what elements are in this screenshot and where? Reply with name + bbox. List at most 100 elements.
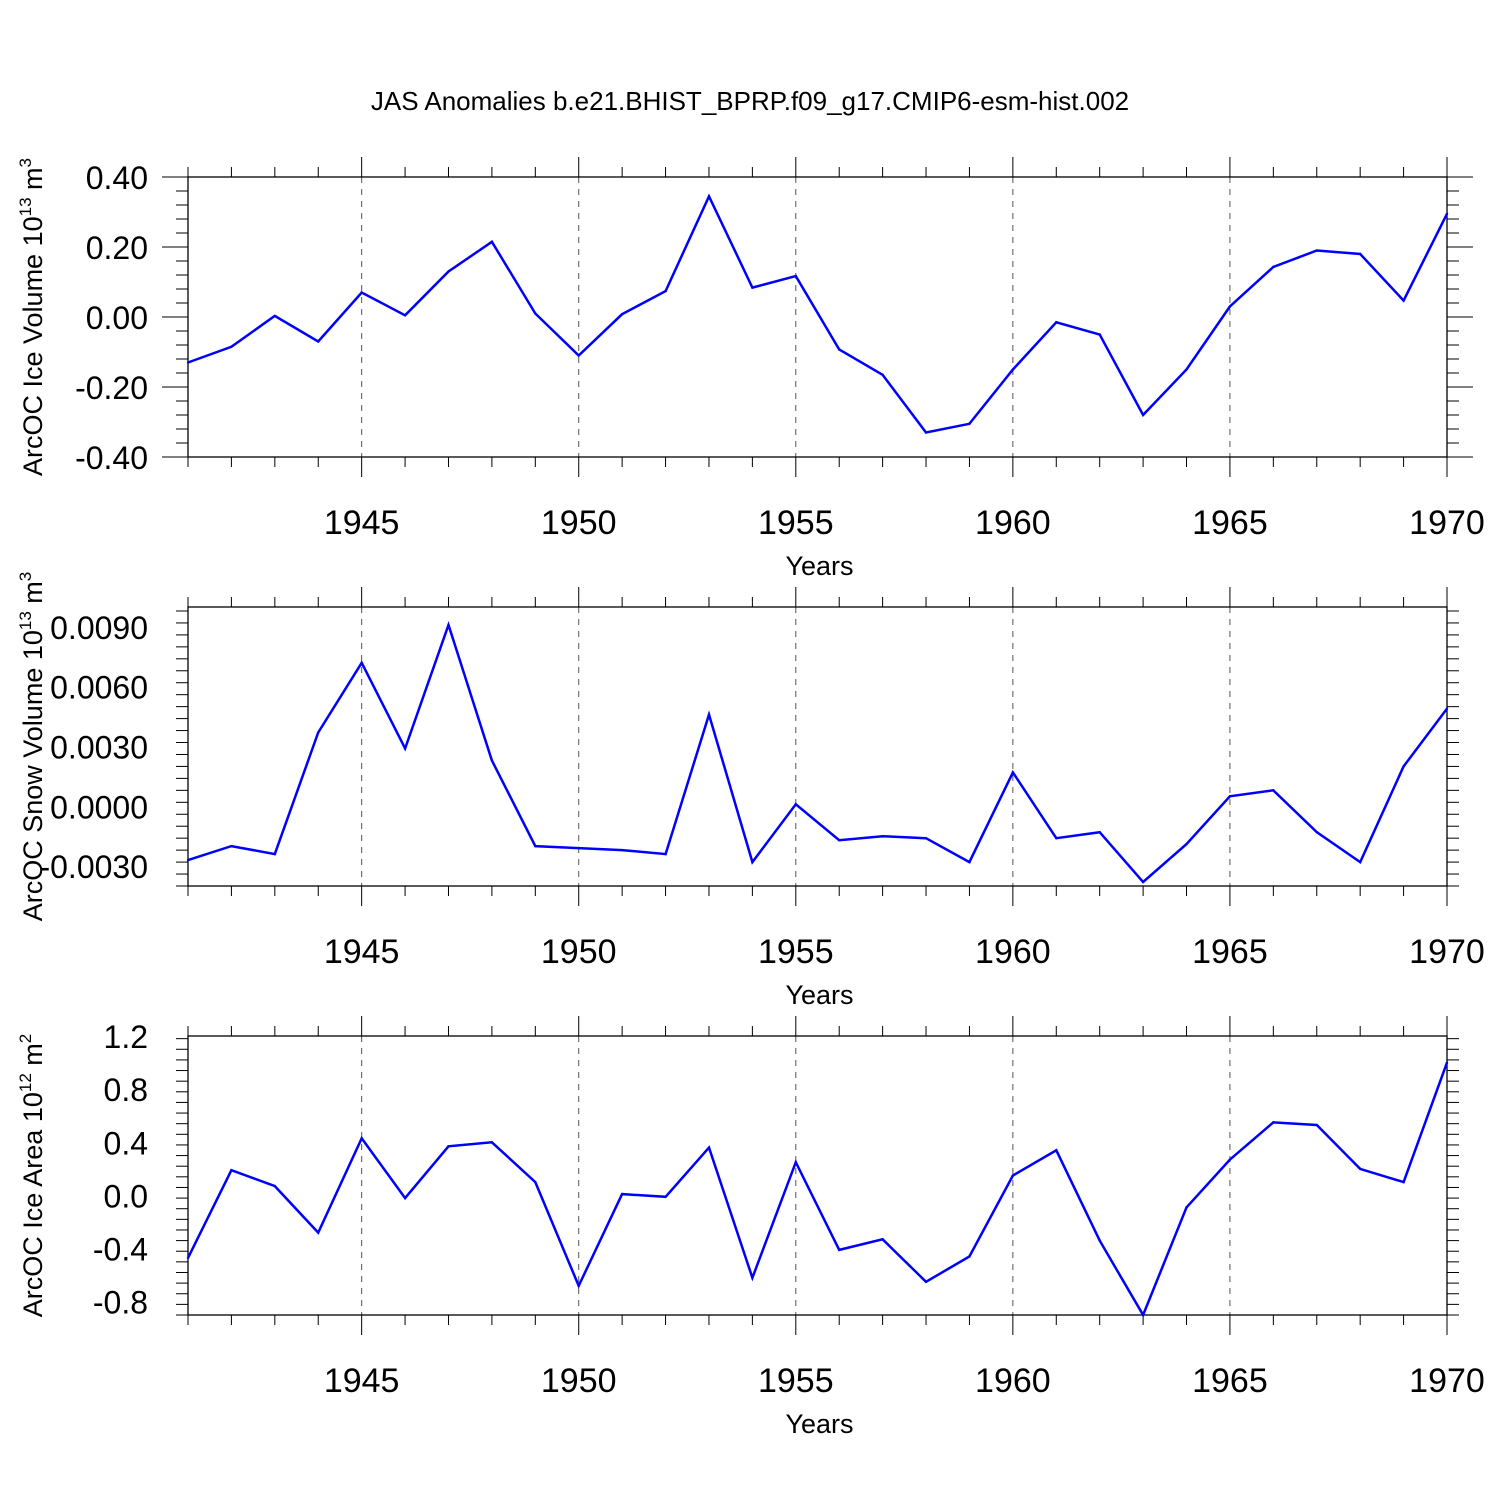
data-point [1445,1061,1449,1064]
data-point [838,1248,841,1252]
y-tick-label: -0.40 [75,440,148,476]
data-point [968,1255,971,1258]
data-point [924,1280,928,1283]
x-axis-label: Years [785,551,853,581]
y-tick-label: -0.4 [93,1232,148,1268]
y-tick-label: -0.8 [93,1285,148,1321]
data-point [447,270,450,273]
plot-frame [187,1035,1448,1316]
y-tick-label: -0.0030 [39,849,148,885]
y-axis-label-part: m [18,581,48,611]
x-tick-label: 1945 [324,1362,400,1400]
data-point [1315,830,1318,834]
y-axis-label-superscript: 13 [16,197,35,216]
data-point [1228,305,1232,308]
data-point [230,345,233,348]
y-axis-label: ArcOC Ice Area 1012 m2 [16,1034,48,1318]
series-line [187,620,1448,884]
data-point [1141,880,1145,884]
data-point [1315,1123,1318,1127]
data-point [490,759,494,762]
data-point [360,1137,363,1140]
x-tick-label: 1955 [758,504,834,542]
data-point [1272,789,1275,792]
data-point [1098,333,1101,336]
data-point [794,1161,797,1164]
data-point [1055,1149,1058,1152]
panel-1: 1945 1950 1955 1960 1965 1970 -0.40 -0.20 0.00 0.… [16,157,1485,581]
x-tick-label: 1950 [541,504,617,542]
data-point [1402,765,1405,768]
data-point [403,314,407,317]
y-tick-label: 0.0 [104,1178,148,1214]
data-point [1098,830,1101,834]
data-point [1141,413,1145,417]
panel-2: 1945 1950 1955 1960 1965 1970 -0.0030 0.0000 0.0… [16,572,1485,1010]
data-point [186,858,190,862]
data-point [620,848,624,852]
y-axis-label-superscript: 12 [16,1073,35,1092]
data-point [317,1231,320,1234]
data-point [1228,795,1232,798]
y-axis-label-part: m [18,1043,48,1073]
data-point [794,274,797,278]
data-point [751,1276,754,1280]
data-point [273,852,277,856]
data-point [1011,368,1015,371]
x-tick-label: 1960 [975,933,1051,971]
x-tick-label: 1955 [758,933,834,971]
data-point [968,422,971,425]
data-point [1185,1206,1188,1209]
data-point [881,1238,884,1241]
y-axis-label-part: ArcOC Ice Volume 10 [18,216,48,476]
data-point [707,1146,711,1149]
data-point [1402,299,1405,302]
data-point [838,348,841,351]
y-tick-label: 0.0060 [50,670,148,706]
data-point [317,340,320,343]
x-tick-label: 1960 [975,504,1051,542]
data-point [403,747,407,750]
data-point [924,836,928,840]
data-point [447,623,450,627]
data-point [230,1168,233,1172]
data-point [230,844,233,848]
data-point [664,1195,667,1198]
y-tick-label: -0.20 [75,370,148,406]
y-axis-label: ArcOC Snow Volume 1013 m3 [16,572,48,922]
data-point [577,846,580,850]
data-point [360,291,363,294]
data-point [1402,1180,1405,1184]
y-tick-label: 0.0000 [50,789,148,825]
y-axis-label-superscript: 13 [16,611,35,630]
data-point [317,731,320,734]
x-tick-label: 1965 [1192,504,1268,542]
data-point [1185,368,1188,371]
data-point [447,1145,450,1148]
data-point [1272,265,1275,269]
data-point [881,834,884,838]
data-point [490,240,494,243]
x-tick-label: 1970 [1409,504,1485,542]
data-point [1445,212,1449,215]
data-point [968,860,971,864]
chart-title: JAS Anomalies b.e21.BHIST_BPRP.f09_g17.C… [371,86,1129,116]
data-point [1141,1313,1145,1317]
y-axis-label: ArcOC Ice Volume 1013 m3 [16,158,48,476]
x-tick-label: 1950 [541,1362,617,1400]
data-point [577,1284,580,1287]
data-point [881,373,884,376]
data-point [1272,1121,1275,1124]
data-point [794,803,797,806]
data-point [1055,321,1058,324]
y-tick-label: 0.40 [86,160,148,196]
y-axis-label-superscript: 3 [16,572,35,581]
x-axis-label: Years [785,980,853,1010]
data-point [360,661,363,664]
data-point [186,1256,190,1260]
x-axis-label: Years [785,1409,853,1439]
plot-frame [187,606,1448,887]
y-axis-label-part: m [18,167,48,197]
data-point [924,431,928,434]
